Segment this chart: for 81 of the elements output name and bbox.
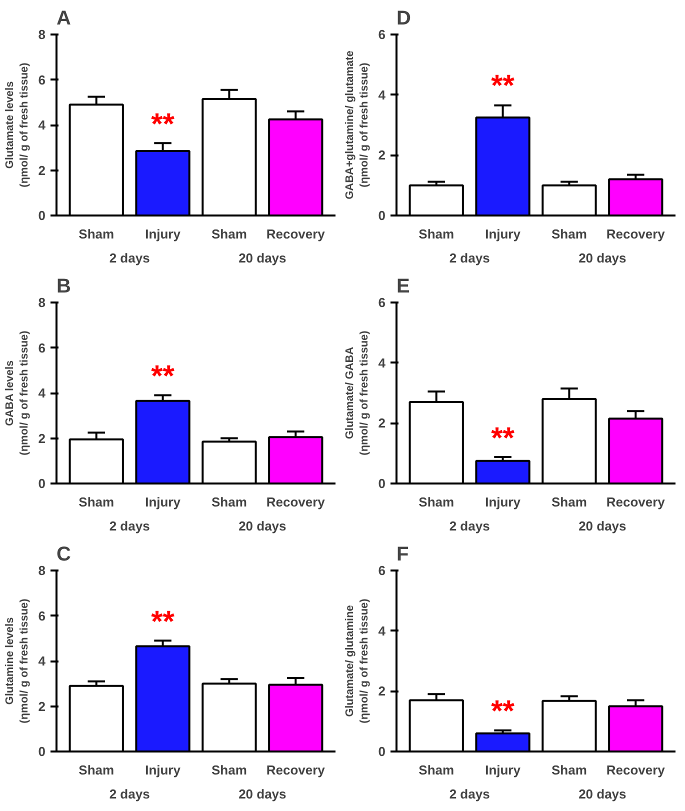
y-tick-label: 4 bbox=[378, 623, 386, 638]
x-tick-label: Injury bbox=[485, 494, 522, 510]
x-tick-label: Sham bbox=[552, 226, 587, 242]
y-tick-label: 8 bbox=[38, 27, 46, 42]
y-tick-label: 0 bbox=[378, 744, 386, 759]
text: 2 days bbox=[449, 250, 490, 266]
y-tick-label: 0 bbox=[38, 208, 46, 223]
text: 20 days bbox=[238, 786, 286, 802]
annotation: ** bbox=[491, 69, 515, 102]
y-tick-label: 6 bbox=[378, 27, 386, 42]
chart-title: D bbox=[396, 8, 411, 30]
x-tick-label: Injury bbox=[145, 494, 182, 510]
x-tick-label: Sham bbox=[212, 494, 247, 510]
x-tick-label: Sham bbox=[418, 494, 454, 510]
y-tick-label: 2 bbox=[38, 698, 46, 714]
y-tick-label: 2 bbox=[378, 148, 386, 163]
chart-title: F bbox=[396, 544, 409, 566]
x-tick-label: Sham bbox=[418, 762, 454, 778]
y-tick-label: 6 bbox=[378, 563, 386, 578]
annotation: ** bbox=[151, 360, 175, 393]
y-tick-label: 0 bbox=[38, 476, 46, 491]
text: 2 days bbox=[109, 518, 150, 534]
chart-title: B bbox=[56, 276, 71, 298]
x-tick-label: Injury bbox=[145, 762, 182, 778]
y-axis-title: Glutamine levels (ηmol/ g of fresh tissue) bbox=[4, 598, 30, 724]
x-tick-label: Sham bbox=[78, 226, 114, 242]
text: 2 days bbox=[449, 786, 490, 802]
x-tick-label: Sham bbox=[212, 226, 247, 242]
text: 20 days bbox=[578, 786, 626, 802]
y-tick-label: 0 bbox=[378, 208, 386, 223]
y-tick-label: 4 bbox=[38, 118, 46, 132]
text: 2 days bbox=[109, 786, 150, 802]
y-tick-label: 6 bbox=[38, 340, 46, 356]
y-tick-label: 8 bbox=[38, 563, 46, 578]
x-tick-label: Recovery bbox=[606, 762, 666, 778]
text: 2 days bbox=[109, 250, 150, 266]
text: 20 days bbox=[238, 250, 286, 266]
x-tick-label: Recovery bbox=[606, 226, 666, 242]
chart-title: A bbox=[56, 8, 71, 30]
y-tick-label: 6 bbox=[378, 295, 386, 310]
x-tick-label: Sham bbox=[552, 494, 587, 510]
annotation: ** bbox=[491, 694, 515, 728]
x-tick-label: Sham bbox=[212, 762, 247, 778]
y-axis-title: Glutamate levels (ηmol/ g of fresh tissue) bbox=[4, 62, 30, 188]
x-tick-label: Recovery bbox=[606, 494, 666, 510]
y-tick-label: 0 bbox=[38, 744, 46, 759]
x-tick-label: Injury bbox=[145, 226, 182, 242]
y-tick-label: 6 bbox=[38, 608, 46, 624]
y-tick-label: 2 bbox=[38, 430, 46, 446]
annotation: ** bbox=[151, 108, 175, 141]
chart-title: E bbox=[396, 276, 410, 298]
text: 20 days bbox=[238, 518, 286, 534]
x-tick-label: Recovery bbox=[266, 494, 326, 510]
y-tick-label: 4 bbox=[378, 355, 386, 370]
y-tick-label: 0 bbox=[378, 476, 386, 491]
y-tick-label: 6 bbox=[38, 72, 46, 88]
x-tick-label: Sham bbox=[78, 762, 114, 778]
x-tick-label: Sham bbox=[552, 762, 587, 778]
y-axis-title: Glutamate/ GABA (ηmol/ g of fresh tissue) bbox=[344, 330, 370, 456]
text: 20 days bbox=[578, 518, 626, 534]
text: 20 days bbox=[578, 250, 626, 266]
x-tick-label: Sham bbox=[78, 494, 114, 510]
x-tick-label: Sham bbox=[418, 226, 454, 242]
y-tick-label: 4 bbox=[38, 386, 46, 400]
y-tick-label: 2 bbox=[38, 162, 46, 178]
y-axis-title: Glutamate/ glutamine (ηmol/ g of fresh tissue) bbox=[344, 598, 370, 724]
x-tick-label: Recovery bbox=[266, 762, 326, 778]
annotation: ** bbox=[491, 422, 515, 455]
y-tick-label: 2 bbox=[378, 684, 386, 699]
annotation: ** bbox=[151, 605, 175, 638]
y-tick-label: 8 bbox=[38, 295, 46, 310]
y-tick-label: 4 bbox=[378, 87, 386, 102]
chart-title: C bbox=[56, 544, 71, 566]
y-tick-label: 2 bbox=[378, 416, 386, 431]
y-tick-label: 4 bbox=[38, 654, 46, 668]
x-tick-label: Recovery bbox=[266, 226, 326, 242]
y-axis-title: GABA+glutamine/ glutamate (ηmol/ g of fresh tissue) bbox=[344, 50, 370, 200]
x-tick-label: Injury bbox=[485, 762, 522, 778]
y-axis-title: GABA levels (ηmol/ g of fresh tissue) bbox=[4, 330, 30, 456]
x-tick-label: Injury bbox=[485, 226, 522, 242]
text: 2 days bbox=[449, 518, 490, 534]
